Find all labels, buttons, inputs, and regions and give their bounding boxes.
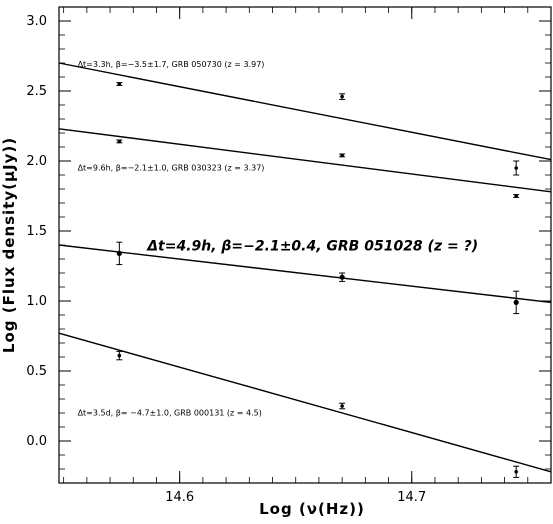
series-annotation: Δt=4.9h, β=−2.1±0.4, GRB 051028 (z = ?) bbox=[146, 238, 478, 254]
x-tick-label: 14.7 bbox=[397, 490, 426, 505]
y-tick-label: 2.0 bbox=[26, 154, 47, 169]
data-point bbox=[514, 166, 518, 170]
data-point bbox=[339, 274, 345, 280]
fit-line bbox=[58, 128, 552, 193]
fit-line bbox=[58, 62, 552, 161]
data-point bbox=[117, 353, 122, 358]
y-tick-label: 2.5 bbox=[26, 84, 47, 99]
data-point bbox=[117, 139, 122, 144]
data-point bbox=[340, 94, 344, 99]
data-point bbox=[117, 82, 122, 86]
data-point bbox=[340, 153, 344, 158]
fit-line bbox=[58, 244, 552, 304]
ticks: 0.0 0.5 1.0 1.5 2.0 2.5 3.0 14.6 14.7 bbox=[26, 7, 551, 505]
data-point bbox=[340, 404, 344, 408]
data-point bbox=[514, 470, 518, 474]
x-tick-label: 14.6 bbox=[165, 490, 194, 505]
annotations: Δt=3.3h, β=−3.5±1.7, GRB 050730 (z = 3.9… bbox=[78, 60, 479, 418]
fit-line bbox=[58, 332, 552, 473]
data-point bbox=[513, 299, 519, 305]
y-tick-label: 0.5 bbox=[26, 364, 47, 379]
x-axis-title: Log (ν(Hz)) bbox=[259, 500, 365, 518]
series-annotation: Δt=9.6h, β=−2.1±1.0, GRB 030323 (z = 3.3… bbox=[78, 164, 265, 173]
y-tick-label: 3.0 bbox=[26, 14, 47, 29]
y-tick-label: 0.0 bbox=[26, 434, 47, 449]
series-annotation: Δt=3.3h, β=−3.5±1.7, GRB 050730 (z = 3.9… bbox=[78, 60, 265, 69]
y-axis-title: Log (Flux density(μJy)) bbox=[0, 137, 18, 353]
y-tick-label: 1.5 bbox=[26, 224, 47, 239]
data-point bbox=[514, 194, 518, 198]
data-points bbox=[116, 82, 520, 478]
data-point bbox=[116, 250, 122, 256]
fit-lines bbox=[58, 62, 552, 473]
series-annotation: Δt=3.5d, β= −4.7±1.0, GRB 000131 (z = 4.… bbox=[78, 409, 262, 418]
y-tick-label: 1.0 bbox=[26, 294, 47, 309]
